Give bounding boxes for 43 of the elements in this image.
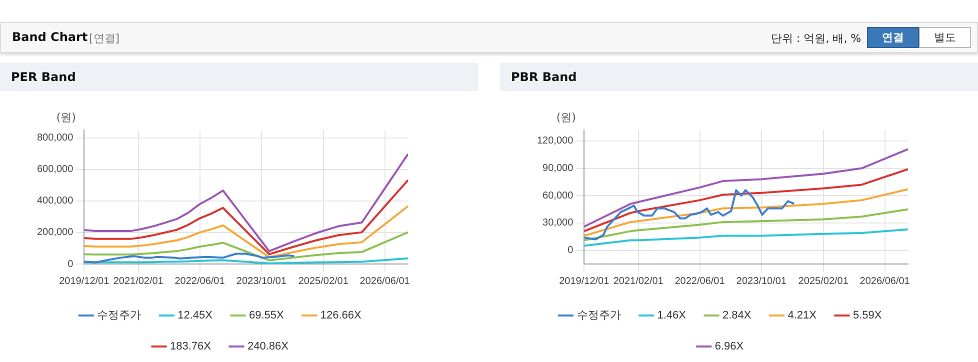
x-tick-label: 2025/02/01: [798, 276, 849, 287]
legend-label: 2.84X: [722, 310, 752, 322]
legend-label: 126.66X: [320, 310, 362, 322]
legend-label: 수정주가: [97, 310, 142, 322]
x-tick-label: 2019/12/01: [559, 276, 610, 287]
y-tick-label: 0: [568, 245, 574, 256]
text: [연결]: [89, 31, 120, 46]
x-tick-label: 2019/12/01: [59, 276, 110, 287]
toggle-button: 별도: [919, 27, 971, 48]
y-tick-label: 200,000: [36, 227, 74, 238]
x-tick-label: 2022/06/01: [174, 276, 226, 287]
legend-label: 240.86X: [248, 340, 290, 353]
chart-title: PER Band: [0, 63, 478, 91]
toggle-button: 연결: [867, 27, 919, 48]
y-tick-label: 400,000: [36, 196, 74, 207]
text: Band Chart: [12, 30, 88, 44]
y-tick-label: 30,000: [542, 218, 574, 229]
legend-label: 수정주가: [576, 310, 621, 322]
x-tick-label: 2026/06/01: [360, 276, 410, 287]
legend-label: 1.46X: [657, 310, 687, 322]
x-tick-label: 2025/02/01: [298, 276, 349, 287]
legend-label: 4.21X: [788, 310, 818, 322]
y-tick-label: 90,000: [542, 163, 574, 174]
text: 단위 : 억원, 배, %: [771, 31, 862, 46]
legend-label: 5.59X: [852, 310, 882, 322]
x-tick-label: 2021/02/01: [113, 276, 164, 287]
y-axis-title: (원): [556, 110, 576, 124]
x-tick-label: 2023/10/01: [736, 276, 787, 287]
y-tick-label: 60,000: [542, 190, 574, 202]
chart-title: PBR Band: [500, 63, 978, 91]
y-tick-label: 800,000: [36, 132, 74, 144]
legend-label: 12.45X: [178, 310, 214, 322]
x-tick-label: 2023/10/01: [236, 276, 287, 287]
x-tick-label: 2022/06/01: [674, 276, 726, 287]
legend-label: 69.55X: [249, 310, 285, 322]
y-tick-label: 600,000: [36, 164, 74, 176]
legend-label: 183.76X: [170, 340, 212, 353]
y-tick-label: 0: [68, 258, 74, 270]
x-tick-label: 2026/06/01: [860, 276, 910, 287]
y-axis-title: (원): [56, 110, 76, 124]
y-tick-label: 120,000: [536, 136, 574, 147]
x-tick-label: 2021/02/01: [613, 276, 664, 287]
legend-label: 6.96X: [714, 340, 744, 353]
